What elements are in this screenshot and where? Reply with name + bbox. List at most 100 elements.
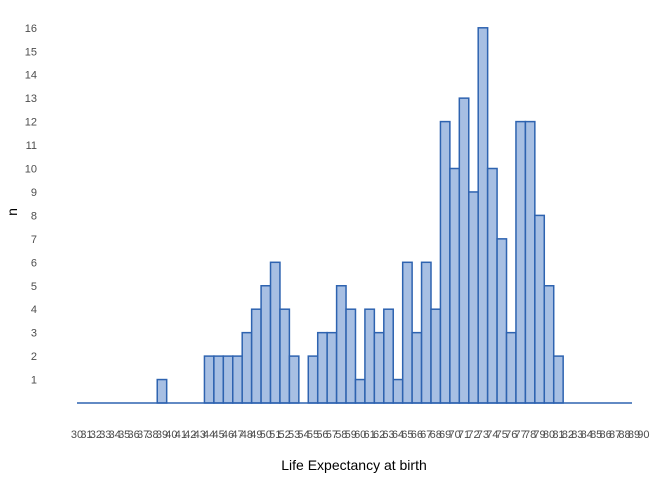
x-tick-label: 45 (212, 429, 224, 441)
x-tick-label: 31 (80, 429, 92, 441)
x-tick-label: 42 (184, 429, 196, 441)
bar-65 (401, 261, 413, 404)
x-tick-label: 83 (571, 429, 583, 441)
x-tick-label: 74 (486, 429, 498, 441)
bar-58 (335, 285, 347, 404)
x-tick-labels: 3031323334353637383940414243444546474849… (71, 429, 650, 441)
bar-48 (241, 331, 253, 404)
bar-44 (203, 355, 215, 404)
y-tick-label: 2 (31, 351, 37, 363)
x-tick-label: 56 (316, 429, 328, 441)
bar-78 (524, 120, 536, 404)
x-tick-label: 30 (71, 429, 83, 441)
bar-73 (477, 27, 489, 404)
x-tick-label: 76 (505, 429, 517, 441)
bar-79 (534, 214, 546, 404)
bar-56 (316, 331, 328, 404)
x-tick-label: 58 (335, 429, 347, 441)
x-tick-label: 75 (496, 429, 508, 441)
bar-72 (468, 191, 479, 404)
x-tick-label: 65 (401, 429, 413, 441)
bar-62 (373, 331, 385, 404)
x-tick-label: 46 (222, 429, 234, 441)
y-tick-label: 7 (31, 234, 37, 246)
y-tick-label: 10 (25, 164, 37, 176)
bar-63 (383, 308, 394, 404)
x-tick-label: 34 (109, 429, 121, 441)
y-tick-label: 5 (31, 281, 37, 293)
bar-50 (260, 285, 272, 404)
y-tick-label: 15 (25, 46, 37, 58)
x-tick-label: 86 (600, 429, 612, 441)
x-tick-label: 69 (439, 429, 451, 441)
x-tick-label: 72 (467, 429, 479, 441)
bar-45 (213, 355, 225, 404)
x-tick-label: 68 (430, 429, 442, 441)
bar-47 (232, 355, 243, 404)
bar-76 (505, 331, 517, 404)
bar-68 (430, 308, 442, 404)
bar-74 (486, 167, 498, 404)
x-tick-label: 44 (203, 429, 215, 441)
x-tick-label: 84 (581, 429, 593, 441)
y-tick-label: 16 (25, 23, 37, 35)
x-tick-label: 38 (146, 429, 158, 441)
y-tick-label: 14 (25, 70, 37, 82)
bar-66 (411, 331, 423, 404)
x-tick-label: 59 (345, 429, 357, 441)
bar-61 (364, 308, 376, 404)
bar-80 (543, 285, 555, 404)
x-tick-label: 73 (477, 429, 489, 441)
x-tick-label: 78 (524, 429, 536, 441)
bar-59 (345, 308, 357, 404)
y-tick-label: 1 (31, 375, 37, 387)
y-tick-label: 12 (25, 117, 37, 129)
x-tick-label: 52 (279, 429, 291, 441)
x-tick-label: 49 (250, 429, 262, 441)
bar-57 (326, 331, 338, 404)
x-tick-label: 61 (364, 429, 376, 441)
x-tick-label: 66 (411, 429, 423, 441)
x-tick-label: 89 (628, 429, 640, 441)
x-tick-label: 79 (533, 429, 545, 441)
y-axis-title: n (4, 208, 20, 216)
x-tick-label: 43 (194, 429, 206, 441)
x-tick-label: 64 (392, 429, 404, 441)
x-tick-label: 60 (354, 429, 366, 441)
bar-60 (354, 378, 366, 404)
bar-69 (439, 120, 451, 404)
x-tick-label: 50 (260, 429, 272, 441)
bar-67 (420, 261, 432, 404)
x-tick-label: 53 (288, 429, 300, 441)
x-tick-label: 33 (99, 429, 111, 441)
x-tick-label: 81 (552, 429, 564, 441)
bar-64 (392, 378, 404, 404)
y-tick-label: 11 (26, 140, 37, 152)
bar-55 (307, 355, 319, 404)
x-tick-label: 82 (562, 429, 574, 441)
bars-group (156, 27, 564, 404)
x-tick-label: 57 (326, 429, 338, 441)
x-axis-title: Life Expectancy at birth (281, 457, 427, 473)
x-tick-label: 85 (590, 429, 602, 441)
x-tick-label: 51 (269, 429, 281, 441)
x-tick-label: 47 (231, 429, 243, 441)
x-tick-label: 36 (128, 429, 140, 441)
y-tick-label: 8 (31, 210, 37, 222)
bar-81 (552, 355, 564, 404)
x-tick-label: 55 (307, 429, 319, 441)
x-tick-label: 87 (609, 429, 621, 441)
x-tick-label: 71 (458, 429, 470, 441)
x-tick-label: 77 (515, 429, 527, 441)
x-tick-label: 88 (618, 429, 630, 441)
y-tick-label: 6 (31, 257, 37, 269)
x-tick-label: 41 (175, 429, 187, 441)
x-tick-label: 62 (373, 429, 385, 441)
x-tick-label: 48 (241, 429, 253, 441)
x-tick-label: 35 (118, 429, 130, 441)
x-tick-label: 54 (297, 429, 309, 441)
x-tick-label: 90 (637, 429, 649, 441)
bar-77 (515, 120, 527, 404)
